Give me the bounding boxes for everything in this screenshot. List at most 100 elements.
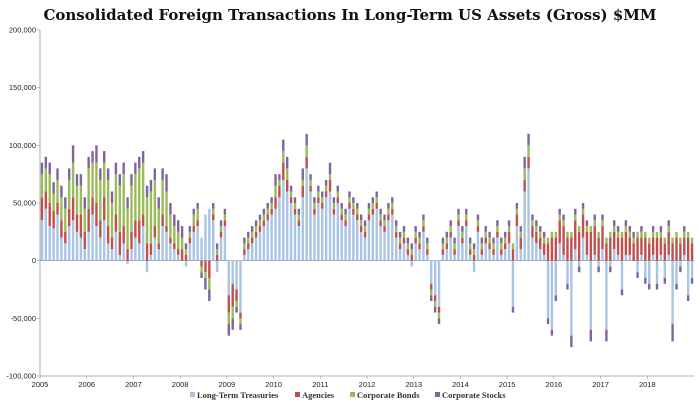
bar-0-73 bbox=[324, 197, 328, 261]
bar-3-150 bbox=[624, 220, 628, 227]
x-tick-label: 2016 bbox=[546, 380, 563, 389]
bar-0-53 bbox=[247, 249, 250, 261]
bar-0-65 bbox=[293, 214, 297, 261]
bar-2-10 bbox=[79, 185, 83, 215]
bar-1-118 bbox=[500, 249, 503, 255]
bar-3-42 bbox=[204, 277, 207, 290]
bar-3-109 bbox=[465, 208, 468, 215]
bar-0-69 bbox=[309, 191, 312, 261]
bar-1-113 bbox=[480, 249, 484, 255]
bar-3-93 bbox=[402, 226, 406, 232]
bar-0-159 bbox=[659, 254, 663, 261]
y-tick-label: -50,000 bbox=[11, 314, 36, 323]
bar-0-112 bbox=[476, 231, 480, 261]
bar-0-13 bbox=[91, 214, 94, 261]
bar-0-86 bbox=[375, 208, 378, 261]
bar-1-38 bbox=[188, 237, 192, 244]
bar-0-29 bbox=[153, 237, 157, 261]
bar-2-49 bbox=[231, 306, 234, 319]
bar-3-124 bbox=[523, 156, 526, 169]
bar-3-75 bbox=[332, 197, 336, 203]
bar-1-0 bbox=[40, 197, 44, 221]
bar-2-54 bbox=[250, 231, 254, 238]
bar-2-53 bbox=[247, 237, 250, 244]
bar-2-39 bbox=[192, 214, 195, 227]
bar-2-72 bbox=[321, 197, 324, 203]
bar-0-133 bbox=[558, 243, 561, 261]
bar-2-108 bbox=[461, 231, 464, 238]
x-tick-label: 2013 bbox=[405, 380, 422, 389]
bar-2-23 bbox=[130, 185, 133, 232]
bar-2-163 bbox=[675, 231, 678, 238]
bar-0-20 bbox=[118, 254, 122, 261]
bar-3-165 bbox=[683, 226, 686, 232]
bar-3-58 bbox=[266, 203, 269, 209]
bar-0-113 bbox=[480, 254, 484, 261]
bar-0-46 bbox=[219, 237, 223, 261]
bar-1-59 bbox=[270, 208, 273, 215]
bar-3-33 bbox=[169, 203, 172, 215]
bar-3-122 bbox=[515, 203, 519, 209]
bar-2-122 bbox=[515, 208, 519, 215]
bar-1-119 bbox=[503, 243, 507, 250]
legend-swatch bbox=[350, 392, 355, 397]
bar-2-120 bbox=[507, 226, 511, 232]
bar-0-5 bbox=[60, 237, 63, 261]
legend-swatch bbox=[295, 392, 300, 397]
bar-1-46 bbox=[219, 231, 223, 238]
bar-0-163 bbox=[675, 260, 678, 284]
bar-3-41 bbox=[200, 272, 203, 278]
bar-3-125 bbox=[527, 133, 530, 146]
bar-3-55 bbox=[254, 220, 258, 227]
bar-0-128 bbox=[539, 249, 542, 261]
bar-0-94 bbox=[406, 254, 410, 261]
bar-3-37 bbox=[184, 243, 188, 250]
x-tick-label: 2005 bbox=[32, 380, 49, 389]
bar-2-144 bbox=[601, 220, 604, 227]
bar-0-84 bbox=[367, 220, 371, 261]
bar-2-21 bbox=[122, 174, 125, 227]
bar-3-141 bbox=[589, 329, 593, 342]
bar-1-157 bbox=[651, 237, 655, 255]
bar-1-2 bbox=[48, 203, 51, 227]
bar-1-25 bbox=[138, 220, 141, 244]
bar-0-123 bbox=[519, 249, 522, 261]
bar-2-16 bbox=[103, 162, 106, 198]
bar-1-72 bbox=[321, 203, 324, 209]
bar-1-141 bbox=[589, 231, 593, 261]
bar-3-118 bbox=[500, 237, 503, 244]
bar-1-39 bbox=[192, 226, 195, 232]
bar-1-150 bbox=[624, 231, 628, 255]
bar-1-152 bbox=[632, 243, 635, 261]
bar-2-20 bbox=[118, 185, 122, 232]
bar-0-57 bbox=[262, 226, 266, 261]
bar-2-143 bbox=[597, 231, 600, 238]
bar-0-121 bbox=[511, 260, 515, 307]
bar-1-57 bbox=[262, 220, 266, 227]
bar-2-14 bbox=[95, 162, 98, 203]
bar-0-71 bbox=[317, 203, 320, 261]
bar-1-129 bbox=[542, 243, 546, 255]
bar-0-32 bbox=[165, 231, 168, 261]
bar-1-102 bbox=[437, 306, 441, 313]
x-tick-label: 2009 bbox=[219, 380, 236, 389]
bar-3-40 bbox=[196, 203, 199, 209]
bar-2-102 bbox=[437, 312, 441, 319]
bar-0-146 bbox=[609, 260, 612, 267]
bar-0-21 bbox=[122, 243, 125, 261]
legend-swatch bbox=[190, 392, 195, 397]
bar-2-114 bbox=[484, 231, 487, 238]
legend: Long-Term Treasuries Agencies Corporate Bo… bbox=[190, 390, 506, 400]
bar-3-6 bbox=[64, 197, 67, 209]
bar-1-139 bbox=[581, 214, 585, 238]
bar-3-39 bbox=[192, 208, 195, 215]
legend-swatch bbox=[435, 392, 440, 397]
bar-0-127 bbox=[535, 243, 538, 261]
bar-1-10 bbox=[79, 214, 83, 238]
bar-2-99 bbox=[426, 243, 429, 250]
bar-2-7 bbox=[67, 179, 71, 209]
bar-3-113 bbox=[480, 237, 484, 244]
bar-0-143 bbox=[597, 260, 600, 267]
bar-0-124 bbox=[523, 191, 526, 261]
bar-0-145 bbox=[605, 260, 608, 330]
